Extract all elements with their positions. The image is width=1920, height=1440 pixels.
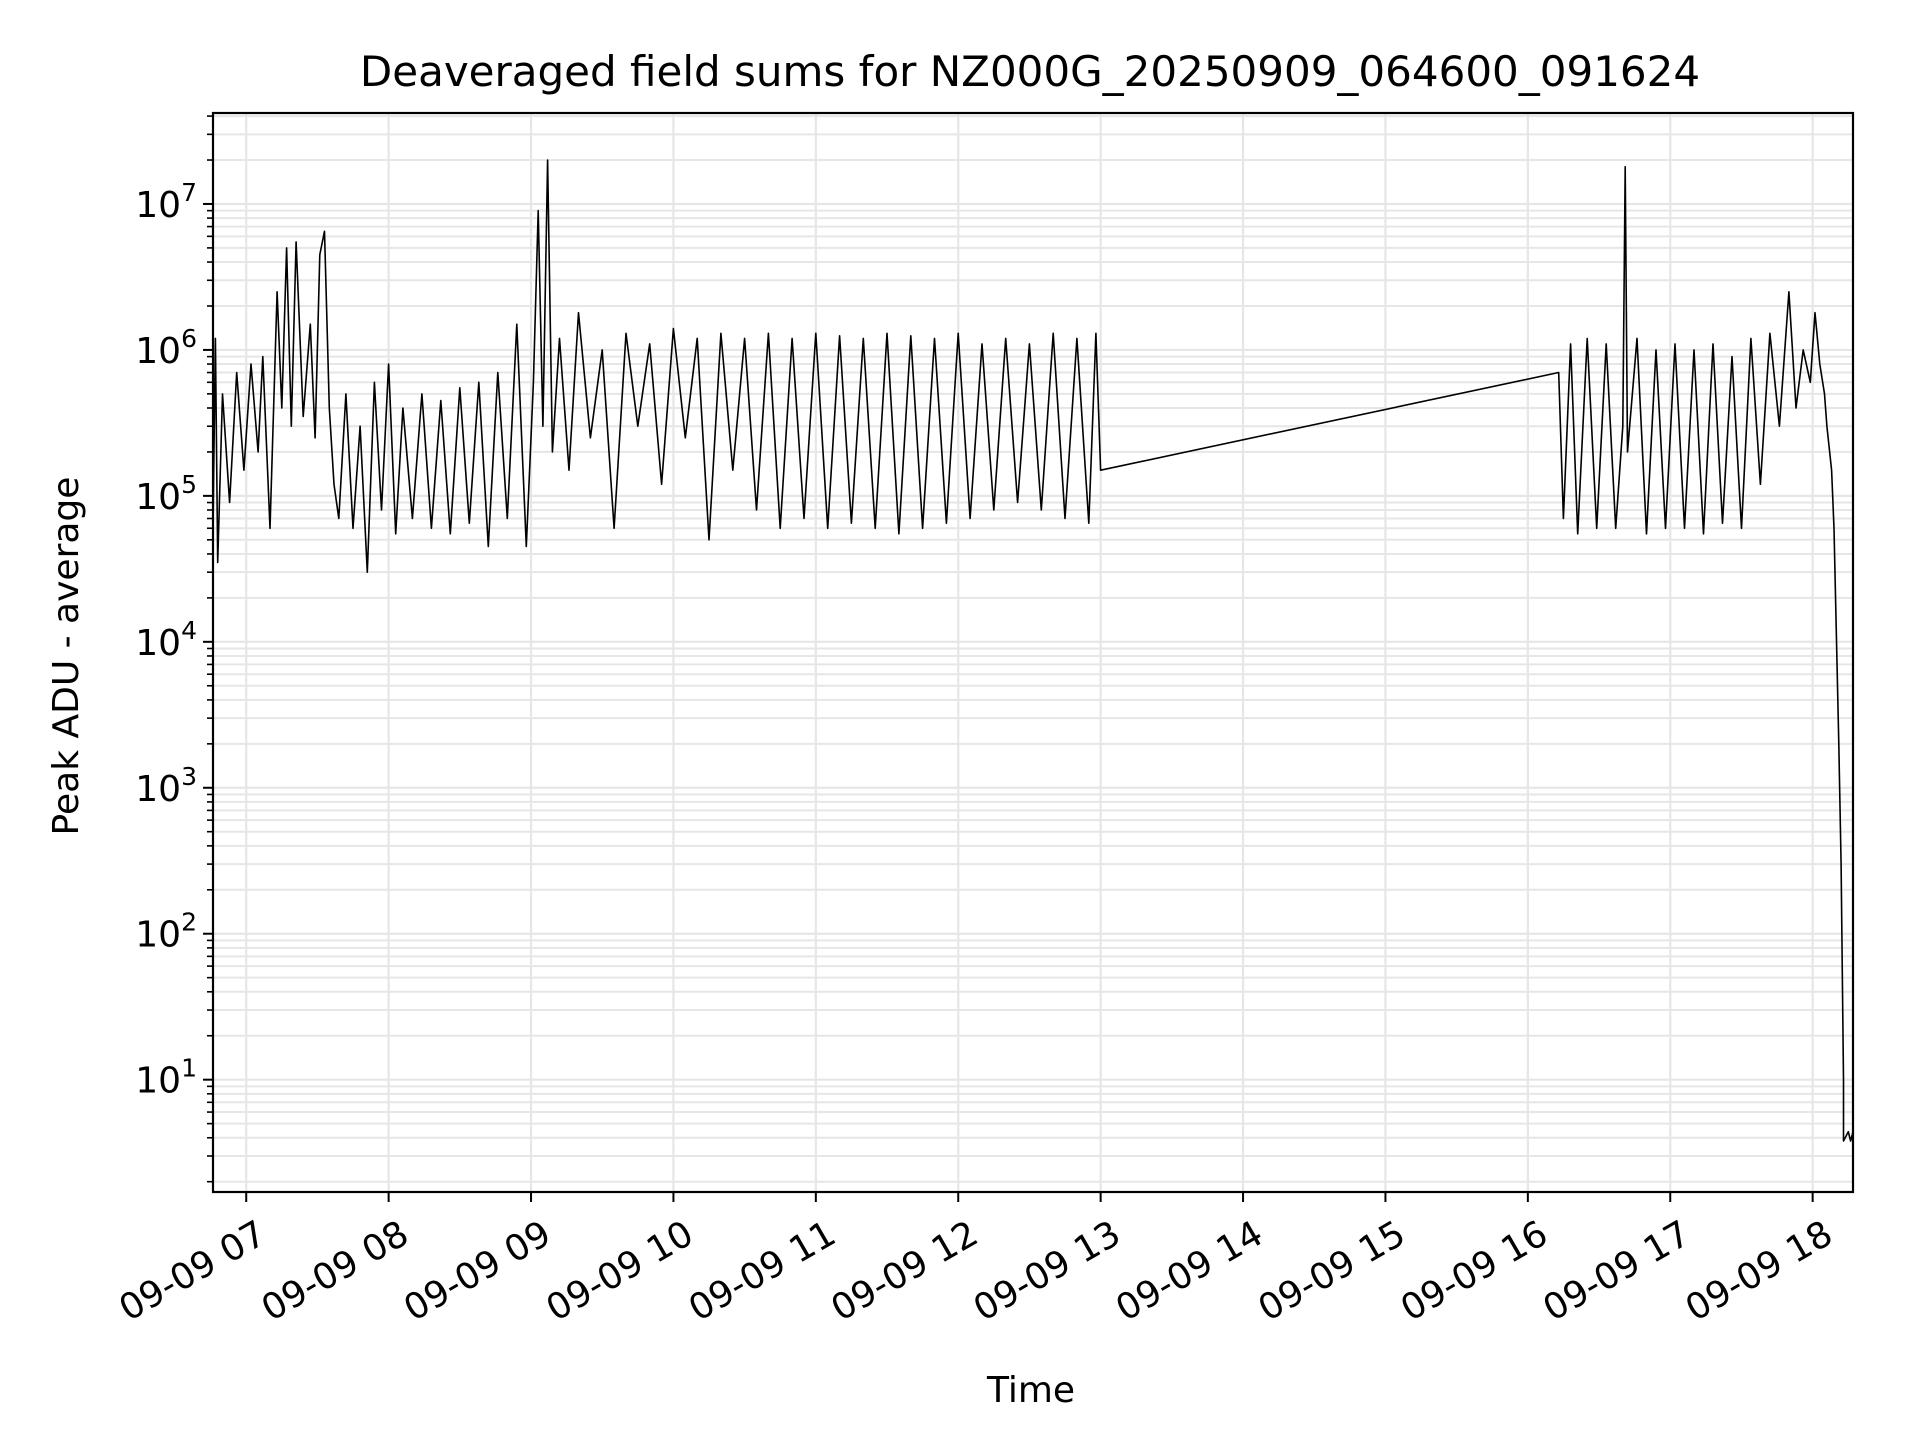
y-tick-label: 103 (135, 762, 197, 810)
data-line-layer (212, 159, 1854, 1142)
plot-frame (211, 111, 1855, 1194)
grid-layer (213, 113, 1853, 1192)
y-axis-label: Peak ADU - average (46, 477, 87, 836)
chart-title: Deaveraged field sums for NZ000G_2025090… (360, 47, 1700, 96)
y-axis: 101 102 103 104 105 106 107 (135, 115, 213, 1183)
y-tick-label: 106 (135, 324, 197, 372)
y-tick-label: 102 (135, 908, 197, 956)
y-tick-label: 104 (135, 616, 197, 664)
x-axis-label: Time (986, 1370, 1075, 1411)
data-series-line (212, 159, 1854, 1142)
y-tick-label: 107 (135, 178, 197, 226)
y-tick-label: 105 (135, 470, 197, 518)
y-tick-label: 101 (135, 1054, 197, 1102)
